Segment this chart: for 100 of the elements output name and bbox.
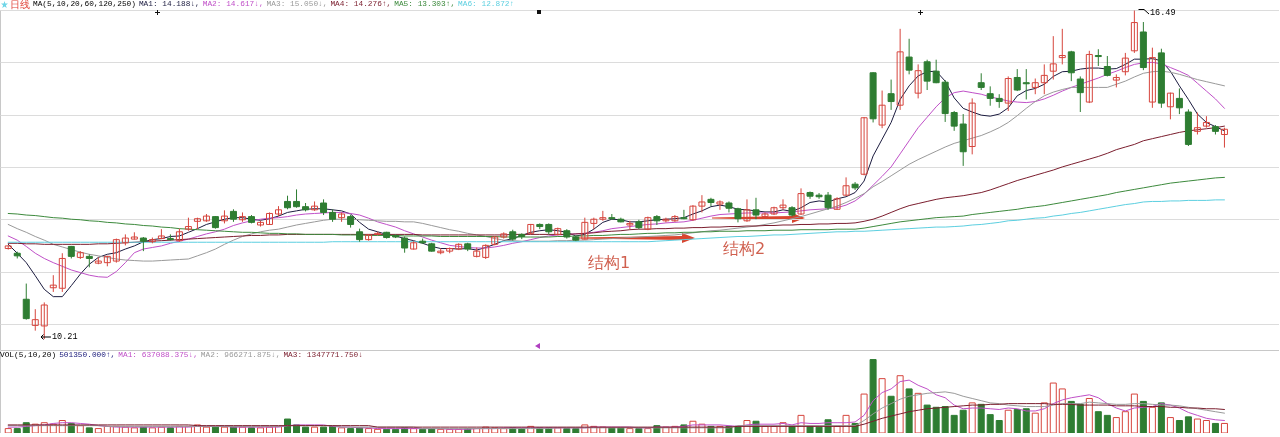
candlestick <box>22 283 30 321</box>
bar <box>860 393 868 433</box>
candlestick <box>680 209 688 220</box>
candlestick <box>31 308 39 332</box>
bar <box>896 375 904 433</box>
bar <box>1085 397 1093 433</box>
bar <box>1139 400 1147 433</box>
bar <box>986 414 994 433</box>
bar <box>626 428 634 433</box>
bar <box>374 428 382 433</box>
bar <box>1175 420 1183 433</box>
bar <box>392 428 400 433</box>
candlestick <box>716 199 724 211</box>
candlestick <box>1121 52 1129 76</box>
candlestick <box>1220 127 1228 149</box>
candlestick <box>1067 50 1075 82</box>
bar <box>130 427 138 433</box>
bar <box>941 406 949 433</box>
bar <box>76 425 84 433</box>
bar <box>58 420 66 433</box>
candlestick <box>581 217 589 241</box>
bar <box>275 425 283 433</box>
bar <box>1193 418 1201 433</box>
bar <box>1040 402 1048 433</box>
bar <box>1211 422 1219 433</box>
bar <box>184 425 192 433</box>
bar <box>383 428 391 433</box>
bar <box>743 420 751 433</box>
bar <box>166 427 174 433</box>
bar <box>923 404 931 433</box>
candlestick <box>1085 50 1093 104</box>
bar <box>4 428 12 433</box>
bar <box>419 428 427 433</box>
bar <box>256 427 264 433</box>
bar <box>85 427 93 433</box>
bar <box>1103 414 1111 433</box>
bar <box>644 428 652 433</box>
annotation: 结构2 <box>723 239 766 258</box>
bar <box>1130 393 1138 433</box>
bar <box>1112 417 1120 433</box>
candlestick <box>896 28 904 111</box>
bar <box>1184 416 1192 433</box>
bar <box>869 359 877 433</box>
candlestick <box>1058 28 1066 65</box>
bar <box>284 418 292 433</box>
bar <box>202 426 210 433</box>
bar <box>103 425 111 433</box>
candlestick <box>968 97 976 155</box>
bar <box>1067 400 1075 433</box>
bar <box>1202 420 1210 433</box>
annotation: 16.49 <box>1150 7 1176 18</box>
bar <box>148 427 156 433</box>
candlestick <box>1076 75 1084 113</box>
bar <box>968 402 976 433</box>
candlestick <box>1175 87 1183 115</box>
bar <box>1220 422 1228 433</box>
bar <box>581 424 589 433</box>
candlestick <box>752 197 760 220</box>
bar <box>1022 408 1030 433</box>
bar <box>320 426 328 433</box>
candlestick <box>293 188 301 209</box>
bar <box>40 422 48 433</box>
candlestick <box>1022 68 1030 100</box>
bar <box>220 426 228 433</box>
bar <box>1058 388 1066 433</box>
candlestick <box>851 181 859 191</box>
bar <box>1013 409 1021 433</box>
annotation: 10.21 <box>52 331 78 342</box>
candlestick <box>842 176 850 197</box>
bar <box>175 425 183 433</box>
bar <box>211 426 219 433</box>
bar <box>338 427 346 433</box>
candlestick <box>626 220 634 230</box>
bar <box>1031 412 1039 433</box>
bar <box>887 395 895 433</box>
bar <box>914 392 922 433</box>
bar <box>247 427 255 433</box>
candlestick <box>1166 92 1174 120</box>
bar <box>1166 417 1174 433</box>
candlestick <box>707 197 715 207</box>
bar <box>1121 411 1129 433</box>
candlestick <box>1130 10 1138 54</box>
candlestick <box>743 198 751 223</box>
bar <box>1049 382 1057 433</box>
candlestick <box>923 59 931 91</box>
candlestick <box>914 63 922 99</box>
candlestick <box>905 38 913 75</box>
candlestick <box>653 214 661 226</box>
candlestick <box>58 252 66 293</box>
candlestick <box>797 187 805 216</box>
bar <box>193 424 201 433</box>
bar <box>1148 406 1156 433</box>
bar <box>635 428 643 433</box>
candlestick <box>833 196 841 211</box>
bar <box>437 428 445 433</box>
candlestick <box>1049 35 1057 81</box>
candlestick <box>1193 112 1201 135</box>
candlestick <box>860 116 868 176</box>
bar <box>959 409 967 433</box>
annotation: 结构1 <box>588 253 631 272</box>
